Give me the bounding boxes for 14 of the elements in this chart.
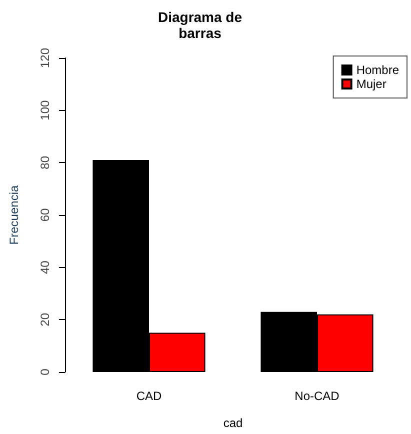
x-tick-label: No-CAD [294, 389, 340, 403]
y-tick-label: 120 [38, 48, 52, 68]
y-axis-title: Frecuencia [7, 185, 21, 245]
y-tick-label: 80 [38, 156, 52, 170]
legend-label: Mujer [356, 77, 386, 91]
chart-title: Diagrama de barras [158, 9, 242, 41]
x-axis-title: cad [223, 416, 243, 430]
legend-label: Hombre [356, 63, 400, 77]
x-tick-label: CAD [136, 389, 162, 403]
y-tick-label: 40 [38, 260, 52, 274]
y-tick-label: 60 [38, 208, 52, 222]
y-tick-label: 20 [38, 312, 52, 326]
y-tick-label: 0 [38, 368, 52, 376]
y-tick-label: 100 [38, 100, 52, 120]
